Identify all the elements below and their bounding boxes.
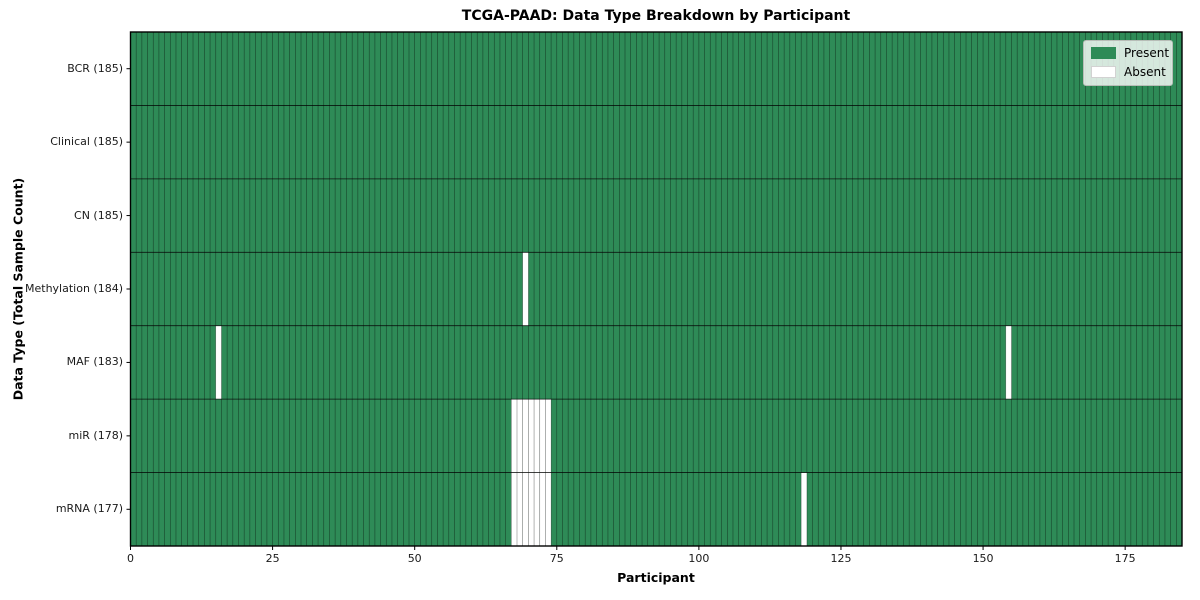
x-tick-label: 175 bbox=[1114, 552, 1136, 565]
absent-cell bbox=[801, 472, 807, 546]
heatmap-row bbox=[130, 178, 1182, 253]
absent-cell bbox=[522, 399, 529, 473]
absent-cell bbox=[511, 399, 517, 473]
absent-cell bbox=[545, 399, 552, 473]
absent-cell bbox=[511, 472, 517, 546]
legend-label-present: Present bbox=[1124, 46, 1170, 60]
y-tick-label: BCR (185) bbox=[67, 61, 123, 75]
x-tick-label: 125 bbox=[830, 552, 852, 565]
y-tick-label: MAF (183) bbox=[66, 355, 123, 369]
x-tick-label: 50 bbox=[407, 552, 422, 565]
absent-cell bbox=[539, 472, 546, 546]
heatmap-row bbox=[130, 325, 1182, 400]
heatmap-row bbox=[130, 32, 1182, 106]
present-swatch-icon bbox=[1091, 47, 1116, 59]
x-tick-label: 25 bbox=[265, 552, 280, 565]
heatmap-row bbox=[130, 252, 1182, 326]
absent-cell bbox=[545, 472, 552, 546]
y-tick-label: Methylation (184) bbox=[25, 282, 123, 295]
absent-cell bbox=[528, 472, 535, 546]
absent-swatch-icon bbox=[1091, 66, 1116, 78]
legend: Present Absent bbox=[1083, 40, 1173, 86]
absent-cell bbox=[539, 399, 546, 473]
x-tick-label: 0 bbox=[127, 552, 134, 565]
absent-cell bbox=[215, 325, 222, 400]
chart-title: TCGA-PAAD: Data Type Breakdown by Partic… bbox=[461, 8, 851, 24]
heatmap-row bbox=[130, 399, 1182, 473]
x-tick-label: 150 bbox=[972, 552, 994, 565]
y-axis-label: Data Type (Total Sample Count) bbox=[10, 177, 26, 401]
absent-cell bbox=[517, 472, 523, 546]
legend-item-present: Present bbox=[1091, 46, 1169, 60]
legend-item-absent: Absent bbox=[1091, 65, 1166, 79]
y-tick-label: mRNA (177) bbox=[55, 502, 123, 516]
absent-cell bbox=[522, 472, 529, 546]
absent-cell bbox=[522, 252, 529, 326]
x-tick-label: 75 bbox=[549, 552, 564, 565]
y-tick-label: CN (185) bbox=[74, 208, 123, 222]
legend-label-absent: Absent bbox=[1124, 65, 1166, 79]
heatmap-row bbox=[130, 472, 1182, 546]
y-tick-label: miR (178) bbox=[68, 428, 124, 442]
absent-cell bbox=[1005, 325, 1012, 400]
absent-cell bbox=[534, 472, 540, 546]
absent-cell bbox=[528, 399, 535, 473]
x-tick-label: 100 bbox=[688, 552, 710, 565]
y-tick-label: Clinical (185) bbox=[50, 135, 123, 149]
x-axis-label: Participant bbox=[617, 570, 695, 585]
absent-cell bbox=[534, 399, 540, 473]
absent-cell bbox=[517, 399, 523, 473]
heatmap-row bbox=[130, 105, 1182, 179]
